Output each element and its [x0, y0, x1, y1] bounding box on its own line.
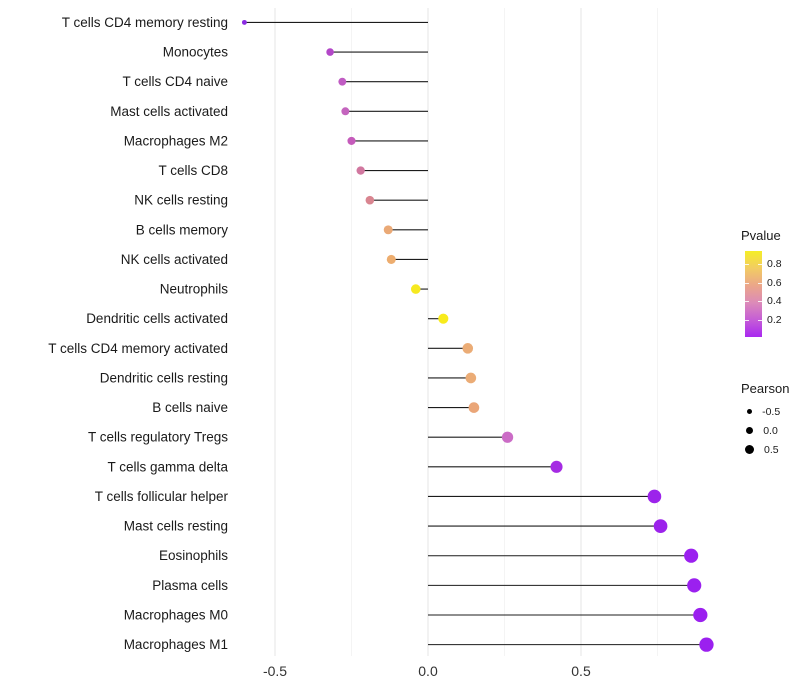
x-tick-label: 0.5: [571, 663, 591, 679]
pearson-size-dot: [745, 445, 754, 454]
pvalue-tick-label: 0.6: [767, 276, 782, 289]
lollipop-dot: [687, 578, 702, 593]
category-label: T cells follicular helper: [95, 489, 229, 504]
pearson-size-dot: [745, 426, 754, 435]
category-label: T cells gamma delta: [107, 459, 228, 474]
pvalue-tick-label: 0.8: [767, 258, 782, 271]
pearson-size-label: 0.0: [763, 424, 778, 437]
lollipop-dot: [326, 48, 334, 56]
lollipop-dot: [241, 19, 247, 25]
category-label: Macrophages M1: [124, 637, 228, 652]
lollipop-dot: [550, 460, 563, 473]
lollipop-dot: [465, 372, 477, 384]
lollipop-dot: [365, 195, 375, 205]
lollipop-dot: [462, 343, 474, 354]
pvalue-tickmark: [758, 282, 762, 284]
category-label: Macrophages M0: [124, 608, 228, 623]
pearson-legend-item: 0.5: [741, 440, 800, 459]
category-label: Dendritic cells resting: [100, 370, 228, 385]
pvalue-tickmark: [745, 319, 749, 321]
lollipop-dot: [684, 548, 699, 563]
pvalue-tick-label: 0.2: [767, 313, 782, 326]
category-label: T cells CD4 naive: [122, 74, 228, 89]
category-label: NK cells activated: [121, 252, 228, 267]
pvalue-tickmark: [745, 282, 749, 284]
lollipop-dot: [699, 637, 714, 652]
legend-panel: Pvalue 0.8 0.6 0.4 0.2 Pearson -0.5 0.0 0.5: [741, 228, 800, 459]
lollipop-dot: [501, 431, 514, 443]
lollipop-dot: [383, 225, 393, 235]
category-label: T cells regulatory Tregs: [88, 430, 228, 445]
pearson-size-dot: [746, 408, 753, 415]
category-label: Plasma cells: [152, 578, 228, 593]
pearson-legend-title: Pearson: [741, 381, 790, 396]
category-label: Macrophages M2: [124, 133, 228, 148]
pvalue-tickmark: [745, 264, 749, 266]
lollipop-dot: [386, 254, 396, 264]
pvalue-tickmark: [745, 301, 749, 303]
pearson-size-legend: -0.5 0.0 0.5: [741, 402, 800, 459]
lollipop-dot: [647, 489, 662, 504]
pearson-legend-item: 0.0: [741, 421, 800, 440]
category-label: Dendritic cells activated: [86, 311, 228, 326]
category-label: Mast cells activated: [110, 104, 228, 119]
category-label: Monocytes: [163, 45, 229, 60]
pvalue-gradient-bar: [745, 251, 762, 337]
category-label: T cells CD4 memory resting: [62, 15, 228, 30]
lollipop-dot: [468, 402, 480, 413]
lollipop-dot: [356, 166, 365, 175]
category-label: T cells CD8: [158, 163, 228, 178]
category-label: Mast cells resting: [124, 519, 228, 534]
pvalue-tickmark: [758, 301, 762, 303]
lollipop-dot: [438, 313, 449, 324]
x-tick-label: -0.5: [263, 663, 287, 679]
category-label: T cells CD4 memory activated: [48, 341, 228, 356]
lollipop-dot: [653, 519, 668, 533]
x-tick-label: 0.0: [418, 663, 438, 679]
pvalue-tickmark: [758, 319, 762, 321]
category-label: NK cells resting: [134, 193, 228, 208]
category-label: B cells naive: [152, 400, 228, 415]
pvalue-gradient: 0.8 0.6 0.4 0.2: [741, 251, 800, 337]
pearson-legend-item: -0.5: [741, 402, 800, 421]
lollipop-dot: [693, 607, 708, 623]
lollipop-dot: [347, 136, 356, 145]
pvalue-tick-label: 0.4: [767, 295, 782, 308]
lollipop-dot: [341, 107, 350, 116]
lollipop-dot: [410, 284, 421, 294]
pearson-size-label: 0.5: [764, 443, 779, 456]
pearson-size-label: -0.5: [762, 405, 781, 418]
pvalue-tickmark: [758, 264, 762, 266]
category-label: Neutrophils: [160, 282, 229, 297]
category-label: Eosinophils: [159, 548, 228, 563]
category-label: B cells memory: [136, 222, 229, 237]
pvalue-legend-title: Pvalue: [741, 228, 781, 243]
lollipop-dot: [338, 77, 347, 86]
